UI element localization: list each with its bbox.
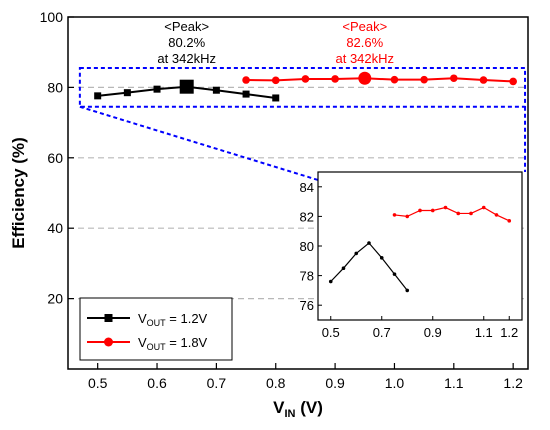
inset-x-tick-label: 0.5	[322, 325, 340, 340]
x-tick-label: 0.6	[147, 375, 167, 391]
peak-label-0: at 342kHz	[157, 51, 216, 66]
inset-data-point	[367, 241, 371, 245]
inset-frame	[317, 171, 523, 321]
inset-data-point	[379, 256, 384, 260]
inset-y-tick-label: 84	[300, 180, 314, 195]
inset-data-point	[418, 208, 422, 213]
main-axis-ticks: 0.5 0.6 0.7 0.8 0.9 1.0 1.1 1.2 20 40 60 80 100	[40, 9, 523, 391]
legend-marker	[104, 337, 113, 347]
y-axis-title: Efficiency (%)	[9, 137, 28, 248]
data-point	[450, 74, 458, 83]
x-axis-title: VIN (V)	[273, 398, 323, 420]
data-point	[331, 75, 339, 83]
x-tick-label: 1.2	[503, 375, 523, 391]
inset-data-point	[405, 288, 410, 293]
legend-label-1: VOUT = 1.8V	[138, 335, 208, 352]
inset-data-point	[443, 205, 448, 210]
peak-label-1: 82.6%	[346, 35, 383, 50]
data-point	[212, 86, 220, 94]
legend-marker	[104, 314, 113, 322]
peak-label-1: at 342kHz	[336, 51, 395, 66]
data-point	[479, 76, 488, 84]
data-point	[153, 85, 161, 93]
peak-annotations: <Peak>80.2%at 342kHz<Peak>82.6%at 342kHz	[157, 19, 394, 66]
plot-frame	[67, 16, 529, 370]
series-group	[94, 71, 517, 102]
peak-label-0: 80.2%	[168, 35, 205, 50]
data-point	[123, 89, 131, 97]
zoom-box	[78, 67, 527, 108]
inset-data-point	[456, 211, 461, 216]
data-point	[390, 75, 399, 84]
inset-series-line-1	[394, 206, 510, 222]
inset-x-tick-label: 1.1	[475, 325, 493, 340]
inset-y-tick-label: 82	[300, 209, 314, 224]
x-tick-label: 0.7	[207, 375, 227, 391]
legend: VOUT = 1.2V VOUT = 1.8V	[79, 297, 233, 361]
peak-label-0: <Peak>	[164, 19, 209, 34]
x-tick-label: 0.9	[325, 375, 345, 391]
inset-y-tick-label: 76	[300, 298, 314, 313]
inset-data-point	[507, 219, 512, 223]
inset-data-point	[341, 266, 346, 271]
zoom-box-group	[78, 67, 527, 181]
y-tick-label: 100	[40, 9, 64, 25]
inset-data-point	[494, 213, 499, 217]
inset-chart: 0.5 0.7 0.9 1.1 1.2 76 78 80 82 84	[300, 171, 523, 340]
data-point	[272, 94, 280, 102]
legend-box	[79, 297, 233, 361]
y-tick-label: 60	[47, 150, 63, 166]
inset-y-tick-label: 78	[300, 269, 314, 284]
y-tick-label: 20	[47, 291, 63, 307]
x-tick-label: 0.8	[266, 375, 286, 391]
x-tick-label: 0.5	[88, 375, 108, 391]
inset-data-point	[392, 272, 397, 276]
inset-y-tick-label: 80	[300, 239, 314, 254]
data-point	[94, 92, 102, 100]
legend-label-0: VOUT = 1.2V	[138, 311, 208, 328]
y-tick-label: 80	[47, 79, 63, 95]
peak-label-1: <Peak>	[342, 19, 387, 34]
inset-data-point	[469, 211, 473, 216]
data-point	[358, 71, 372, 85]
data-point	[242, 90, 250, 98]
x-tick-label: 1.0	[385, 375, 405, 391]
data-point	[509, 77, 517, 86]
data-point	[271, 76, 280, 85]
data-point	[179, 79, 194, 94]
inset-data-point	[392, 213, 397, 217]
data-point	[301, 75, 310, 83]
zoom-connector-left	[79, 105, 319, 181]
series-line-1	[246, 77, 514, 83]
inset-data-point	[405, 214, 410, 219]
inset-x-tick-label: 1.2	[500, 325, 518, 340]
inset-data-point	[354, 251, 359, 256]
data-point	[242, 76, 250, 84]
inset-data-point	[430, 208, 435, 213]
axis-titles: VIN (V) Efficiency (%)	[9, 137, 323, 420]
y-tick-label: 40	[47, 220, 63, 236]
data-point	[420, 75, 428, 84]
inset-data-point	[481, 205, 486, 210]
inset-data-point	[328, 279, 333, 284]
x-tick-label: 1.1	[444, 375, 464, 391]
inset-x-tick-label: 0.7	[373, 325, 391, 340]
inset-x-tick-label: 0.9	[424, 325, 442, 340]
